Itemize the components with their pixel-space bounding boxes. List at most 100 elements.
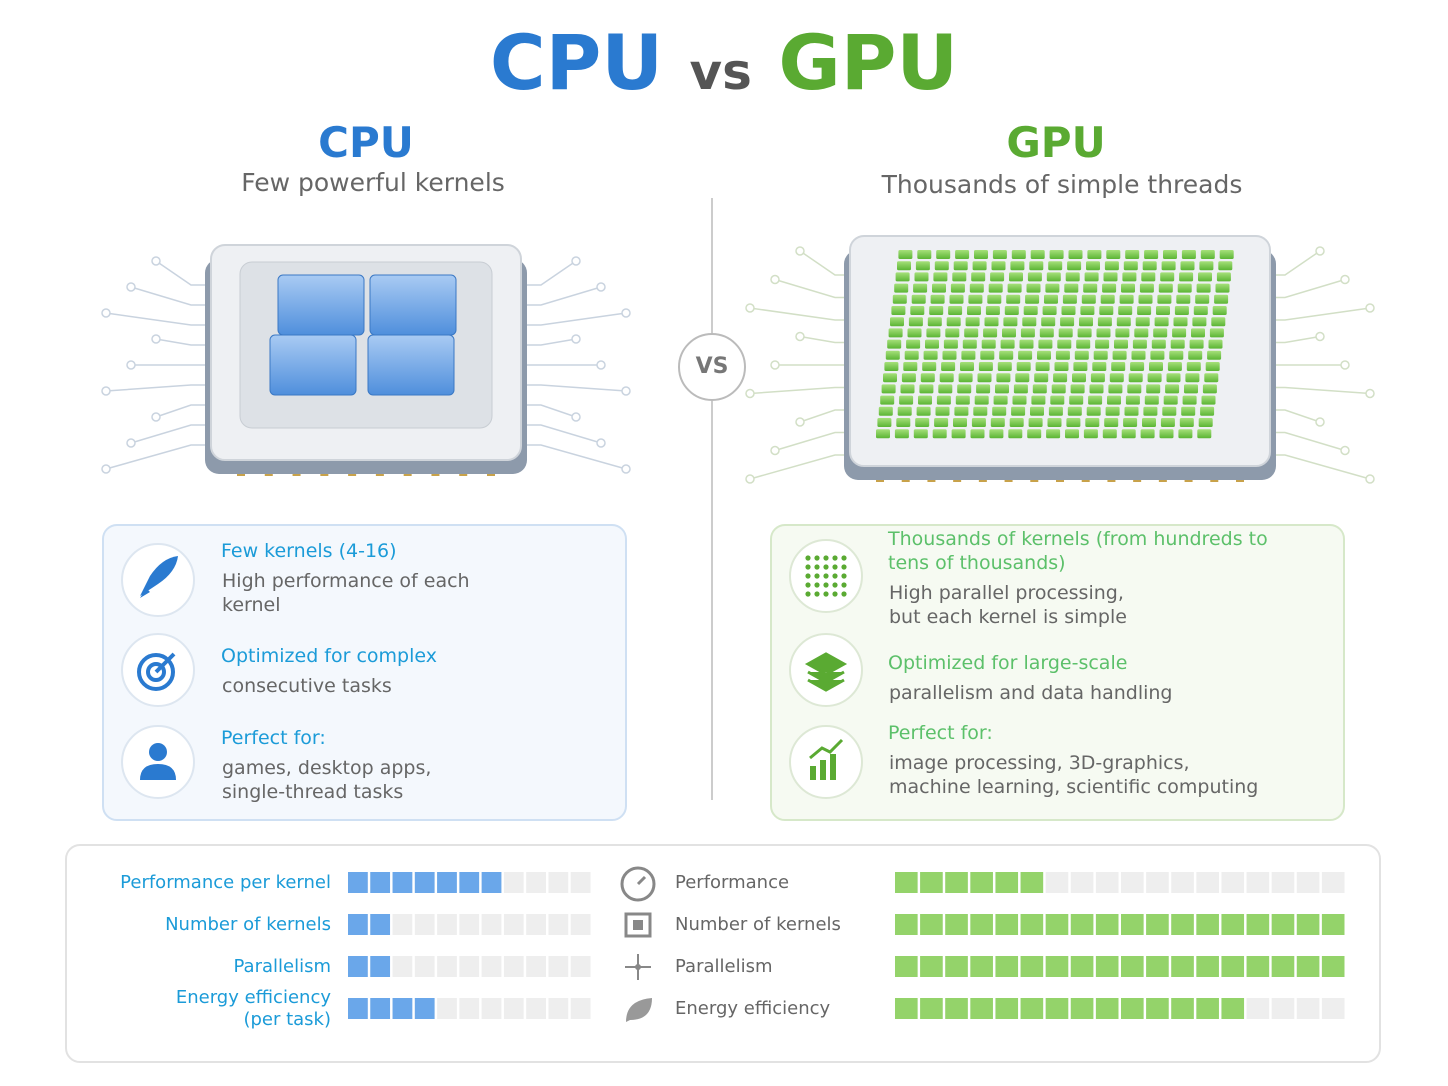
- shape: [1147, 373, 1162, 383]
- track-segment: [570, 956, 591, 977]
- shape: [1087, 250, 1102, 259]
- shape: [1260, 386, 1371, 395]
- track-segment: [481, 914, 502, 935]
- shape: [891, 306, 906, 315]
- shape: [1012, 395, 1027, 405]
- shape: [1123, 261, 1138, 271]
- shape: [927, 317, 942, 327]
- track-segment: [437, 956, 457, 977]
- shape: [987, 294, 1002, 304]
- shape: [101, 308, 111, 318]
- shape: [1081, 294, 1096, 304]
- shape: [896, 418, 911, 427]
- fill-segment: [1171, 998, 1194, 1019]
- shape: [1048, 406, 1063, 416]
- rating-fill: [895, 998, 1245, 1019]
- shape: [884, 362, 899, 371]
- shape: [1153, 328, 1168, 338]
- fill-segment: [1221, 956, 1245, 977]
- shape: [749, 307, 860, 321]
- shape: [805, 573, 811, 579]
- track-segment: [570, 914, 591, 935]
- shape: [151, 412, 161, 422]
- shape: [1008, 429, 1023, 439]
- fill-segment: [392, 872, 413, 893]
- fill-segment: [1045, 914, 1069, 935]
- shape: [1019, 339, 1034, 349]
- shape: [1020, 328, 1035, 338]
- shape: [1174, 306, 1189, 315]
- shape: [1103, 272, 1118, 282]
- feature-title: Thousands of kernels (from hundreds to: [888, 528, 1268, 550]
- track-segment: [548, 872, 569, 893]
- shape: [814, 582, 820, 588]
- fill-segment: [1020, 914, 1044, 935]
- shape: [1179, 418, 1194, 427]
- shape: [596, 438, 606, 448]
- shape: [571, 412, 581, 422]
- shape: [1315, 417, 1325, 427]
- shape: [1044, 294, 1058, 304]
- shape: [906, 339, 921, 349]
- shape: [130, 424, 216, 444]
- shape: [988, 283, 1003, 293]
- shape: [1195, 294, 1210, 304]
- shape: [1097, 317, 1112, 327]
- shape: [1080, 306, 1095, 315]
- shape: [516, 312, 627, 326]
- shape: [1086, 261, 1100, 271]
- rating-fill: [348, 998, 435, 1019]
- shape: [105, 444, 216, 470]
- shape: [997, 362, 1012, 371]
- shape: [913, 283, 928, 293]
- track-segment: [1246, 998, 1270, 1019]
- shape: [1142, 418, 1156, 427]
- shape: [885, 350, 900, 360]
- shape: [832, 564, 838, 570]
- shape: [823, 582, 829, 588]
- shape: [1181, 250, 1196, 259]
- shape: [1055, 350, 1070, 360]
- track-segment: [1146, 872, 1169, 893]
- shape: [596, 282, 606, 292]
- shape: [1070, 384, 1085, 394]
- shape: [1173, 317, 1188, 327]
- track-segment: [437, 914, 457, 935]
- shape: [877, 418, 892, 427]
- fill-segment: [1146, 998, 1169, 1019]
- shape: [795, 246, 805, 256]
- shape: [367, 334, 455, 396]
- shape: [1125, 395, 1140, 405]
- shape: [1215, 283, 1230, 293]
- shape: [1201, 395, 1216, 405]
- shape: [1073, 362, 1088, 371]
- shape: [892, 294, 907, 304]
- fill-segment: [920, 872, 943, 893]
- shape: [908, 317, 923, 327]
- shape: [516, 286, 602, 306]
- shape: [1046, 429, 1061, 439]
- shape: [1022, 317, 1037, 327]
- shape: [1125, 250, 1140, 259]
- shape: [935, 406, 950, 416]
- shape: [1006, 294, 1021, 304]
- shape: [1048, 261, 1063, 271]
- shape: [1038, 339, 1053, 349]
- shape: [126, 282, 136, 292]
- shape: [915, 261, 930, 271]
- feature-text: kernel: [222, 594, 281, 616]
- shape: [1176, 294, 1191, 304]
- shape: [1208, 339, 1223, 349]
- title-gpu: GPU: [778, 18, 959, 107]
- shape: [1146, 384, 1161, 394]
- shape: [942, 350, 957, 360]
- shape: [1069, 395, 1084, 405]
- shape: [1026, 283, 1041, 293]
- shape: [1028, 418, 1043, 427]
- shape: [1047, 418, 1062, 427]
- shape: [1085, 418, 1100, 427]
- feature-text: parallelism and data handling: [889, 682, 1173, 704]
- shape: [962, 339, 977, 349]
- shape: [1192, 317, 1207, 327]
- shape: [925, 339, 939, 349]
